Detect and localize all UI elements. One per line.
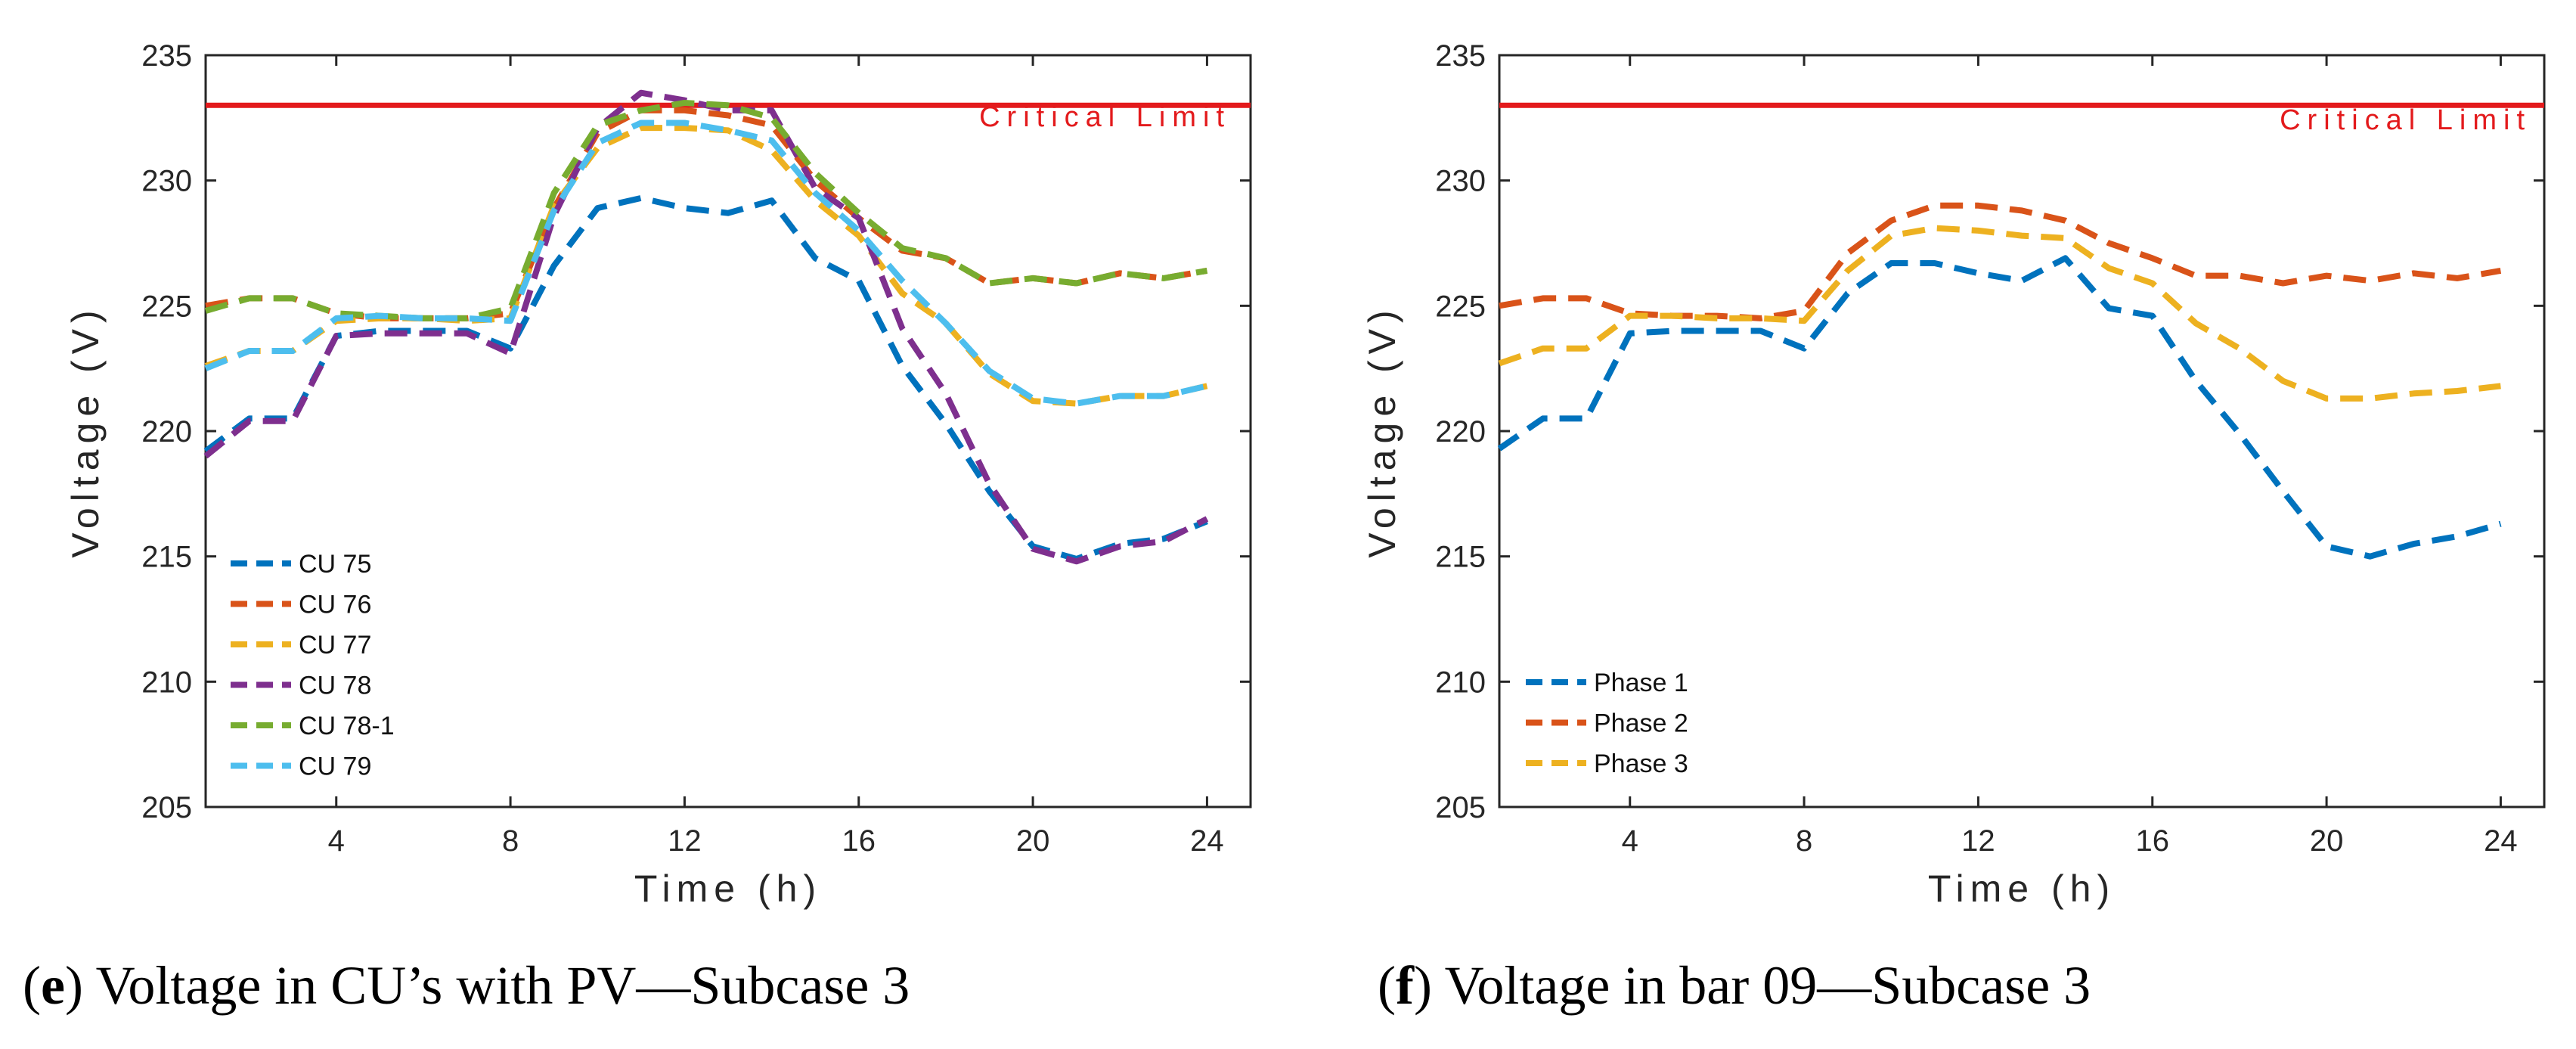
chart-e-legend-label-6: CU 79 bbox=[299, 753, 371, 781]
chart-f-ytick-label: 210 bbox=[1435, 666, 1486, 699]
chart-f-series-3-line bbox=[1498, 225, 2501, 402]
chart-f-ytick-label: 235 bbox=[1435, 39, 1486, 73]
chart-e-ytick-label: 225 bbox=[141, 290, 192, 323]
chart-f-xtick-label: 16 bbox=[2136, 824, 2170, 858]
chart-e-series-4-line bbox=[203, 89, 1209, 565]
caption-f-text: Voltage in bar 09—Subcase 3 bbox=[1444, 955, 2091, 1016]
chart-e-legend-label-5: CU 78-1 bbox=[299, 712, 395, 740]
chart-e-xtick-label: 4 bbox=[328, 824, 345, 858]
chart-e-xtick-label: 12 bbox=[668, 824, 702, 858]
chart-e-series-5-line bbox=[204, 100, 1208, 321]
chart-e-series-1-line bbox=[203, 194, 1208, 562]
chart-e-series-6-line bbox=[204, 119, 1208, 407]
chart-e-ylabel: Voltage (V) bbox=[64, 304, 107, 557]
chart-e-voltage-cu: 4 8 12 16 20 24 205 210 215 220 225 230 235 Time (h) V… bbox=[64, 39, 1252, 910]
chart-e-ytick-label: 230 bbox=[141, 165, 192, 198]
chart-e-critical-limit-label: Critical Limit bbox=[979, 101, 1231, 133]
chart-f-series-2-line bbox=[1499, 202, 2502, 321]
chart-f-xtick-label: 20 bbox=[2310, 824, 2344, 858]
chart-f-voltage-bar09: 4 8 12 16 20 24 205 210 215 220 225 230 235 Time (h) V… bbox=[1361, 39, 2546, 910]
chart-e-ytick-label: 205 bbox=[141, 791, 192, 824]
chart-f-ytick-label: 205 bbox=[1435, 791, 1486, 824]
caption-e: (e) Voltage in CU’s with PV—Subcase 3 bbox=[23, 955, 910, 1016]
chart-e-xtick-label: 20 bbox=[1016, 824, 1050, 858]
chart-e-legend-label-1: CU 75 bbox=[299, 550, 371, 579]
chart-e-ytick-label: 215 bbox=[141, 541, 192, 574]
caption-e-letter: e bbox=[40, 955, 65, 1016]
chart-e-ytick-label: 210 bbox=[141, 666, 192, 699]
chart-e-legend-label-4: CU 78 bbox=[299, 672, 371, 700]
chart-f-ytick-label: 220 bbox=[1435, 415, 1486, 448]
chart-f-legend-label-2: Phase 2 bbox=[1594, 709, 1688, 738]
chart-f-ytick-label: 225 bbox=[1435, 290, 1486, 323]
chart-f-xtick-label: 8 bbox=[1796, 824, 1812, 858]
caption-f: (f) Voltage in bar 09—Subcase 3 bbox=[1378, 955, 2091, 1016]
chart-e-xtick-label: 16 bbox=[842, 824, 876, 858]
chart-f-series-1-line bbox=[1497, 255, 2502, 560]
chart-f-ytick-label: 230 bbox=[1435, 165, 1486, 198]
chart-e-series-2-line bbox=[205, 107, 1208, 321]
chart-e-legend-label-2: CU 76 bbox=[299, 591, 371, 619]
chart-e-xtick-label: 8 bbox=[502, 824, 519, 858]
chart-f-legend-label-3: Phase 3 bbox=[1594, 750, 1688, 778]
chart-f-xtick-label: 24 bbox=[2484, 824, 2518, 858]
chart-f-xtick-label: 12 bbox=[1961, 824, 1995, 858]
caption-e-text: Voltage in CU’s with PV—Subcase 3 bbox=[95, 955, 910, 1016]
chart-e-xtick-label: 24 bbox=[1190, 824, 1224, 858]
chart-e-legend-label-3: CU 77 bbox=[299, 631, 371, 660]
chart-f-critical-limit-label: Critical Limit bbox=[2280, 104, 2531, 136]
chart-f-xtick-label: 4 bbox=[1622, 824, 1638, 858]
chart-f-ylabel: Voltage (V) bbox=[1361, 304, 1403, 557]
chart-f-legend-label-1: Phase 1 bbox=[1594, 669, 1688, 697]
chart-e-ytick-label: 220 bbox=[141, 415, 192, 448]
chart-e-ytick-label: 235 bbox=[141, 39, 192, 73]
chart-e-xlabel: Time (h) bbox=[634, 867, 822, 910]
chart-f-xlabel: Time (h) bbox=[1928, 867, 2116, 910]
caption-f-letter: f bbox=[1395, 955, 1414, 1016]
chart-f-ytick-label: 215 bbox=[1435, 541, 1486, 574]
chart-e-series-3-line bbox=[204, 125, 1208, 407]
